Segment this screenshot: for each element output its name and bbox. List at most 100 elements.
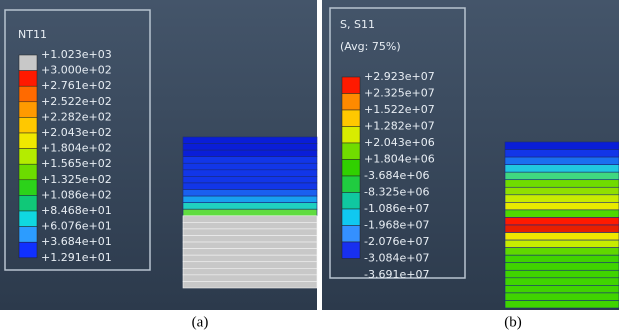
- legend-label: +1.291e+01: [41, 251, 112, 264]
- legend-label: +1.522e+07: [364, 103, 435, 116]
- legend-label: +2.043e+02: [41, 126, 112, 139]
- legend-swatch: [19, 227, 37, 243]
- model-layer: [183, 150, 317, 157]
- model-layer: [505, 248, 619, 256]
- legend-swatch: [19, 195, 37, 211]
- model-layer: [505, 285, 619, 293]
- legend-swatch: [342, 110, 360, 127]
- legend-label: -3.084e+07: [364, 252, 429, 265]
- legend-label: +1.804e+02: [41, 142, 112, 155]
- model-layer: [183, 163, 317, 170]
- model-layer: [183, 235, 317, 242]
- legend-swatch: [19, 149, 37, 165]
- model-layer: [505, 293, 619, 301]
- legend-label: +3.000e+02: [41, 64, 112, 77]
- legend-label: -3.691e+07: [364, 268, 429, 281]
- model-layer: [183, 144, 317, 151]
- legend-swatch: [19, 55, 37, 71]
- model-layer: [505, 172, 619, 180]
- model-layer: [183, 203, 317, 210]
- legend-swatch: [342, 77, 360, 94]
- model-layer: [183, 183, 317, 190]
- legend-swatch: [342, 176, 360, 193]
- model-layer: [505, 195, 619, 203]
- legend-swatch: [19, 242, 37, 258]
- model-layer: [505, 210, 619, 218]
- legend-label: +2.282e+02: [41, 110, 112, 123]
- model-layer: [183, 190, 317, 197]
- legend-swatch: [342, 94, 360, 111]
- legend-swatch: [19, 180, 37, 196]
- model-layer: [505, 255, 619, 263]
- model-layer: [183, 222, 317, 229]
- model-layer: [183, 229, 317, 236]
- legend-label: -3.684e+06: [364, 169, 429, 182]
- legend-label: +3.684e+01: [41, 235, 112, 248]
- model-layer: [505, 187, 619, 195]
- model-layer: [505, 270, 619, 278]
- model-layer: [183, 170, 317, 177]
- legend-swatch: [19, 164, 37, 180]
- model-layer: [505, 142, 619, 150]
- legend-swatch: [342, 143, 360, 160]
- legend-title: NT11: [18, 28, 47, 41]
- legend-label: +1.565e+02: [41, 157, 112, 170]
- model-layer: [505, 300, 619, 308]
- model-layer: [183, 242, 317, 249]
- legend-swatch: [342, 242, 360, 259]
- caption: (b): [504, 314, 522, 330]
- legend-label: -1.968e+07: [364, 219, 429, 232]
- model-layer: [183, 209, 317, 216]
- legend-swatch: [342, 193, 360, 210]
- model-layer: [505, 150, 619, 158]
- legend-label: +2.923e+07: [364, 70, 435, 83]
- legend-subtitle: (Avg: 75%): [340, 40, 401, 53]
- model-layer: [183, 275, 317, 282]
- legend-swatch: [342, 209, 360, 226]
- model-layer: [183, 137, 317, 144]
- legend-label: +8.468e+01: [41, 204, 112, 217]
- model-layer: [505, 180, 619, 188]
- legend-title: S, S11: [340, 18, 375, 31]
- legend-label: +1.325e+02: [41, 173, 112, 186]
- legend-swatch: [19, 133, 37, 149]
- model-layer: [183, 255, 317, 262]
- model-layer: [505, 233, 619, 241]
- legend-label: +2.761e+02: [41, 79, 112, 92]
- model-layer: [505, 278, 619, 286]
- legend-label: +1.804e+06: [364, 153, 435, 166]
- model-layer: [183, 262, 317, 269]
- legend-swatch: [19, 211, 37, 227]
- caption: (a): [192, 314, 209, 330]
- legend-label: +2.043e+06: [364, 136, 435, 149]
- model-layer: [505, 157, 619, 165]
- model-layer: [505, 240, 619, 248]
- legend-label: +2.522e+02: [41, 95, 112, 108]
- model-layer: [505, 263, 619, 271]
- legend-label: +1.023e+03: [41, 48, 112, 61]
- legend-label: +1.282e+07: [364, 120, 435, 133]
- model-layer: [505, 225, 619, 233]
- legend-swatch: [342, 160, 360, 177]
- model-layer: [505, 165, 619, 173]
- figure: NT11 S, S11 (Avg: 75%) (a) (b) +1.023e+0…: [0, 0, 619, 334]
- model-layer: [183, 196, 317, 203]
- legend-swatch: [342, 127, 360, 144]
- legend-swatch: [19, 86, 37, 102]
- legend-label: +6.076e+01: [41, 220, 112, 233]
- legend-swatch: [19, 71, 37, 87]
- legend-label: +2.325e+07: [364, 87, 435, 100]
- legend-label: +1.086e+02: [41, 188, 112, 201]
- legend-swatch: [342, 226, 360, 243]
- legend-swatch: [19, 102, 37, 118]
- model-layer: [183, 281, 317, 288]
- model-layer: [183, 157, 317, 164]
- legend-label: -8.325e+06: [364, 186, 429, 199]
- model-layer: [183, 216, 317, 223]
- model-layer: [183, 268, 317, 275]
- model-layer: [183, 176, 317, 183]
- legend-swatch: [19, 117, 37, 133]
- model-layer: [183, 249, 317, 256]
- legend-label: -2.076e+07: [364, 235, 429, 248]
- model-layer: [505, 202, 619, 210]
